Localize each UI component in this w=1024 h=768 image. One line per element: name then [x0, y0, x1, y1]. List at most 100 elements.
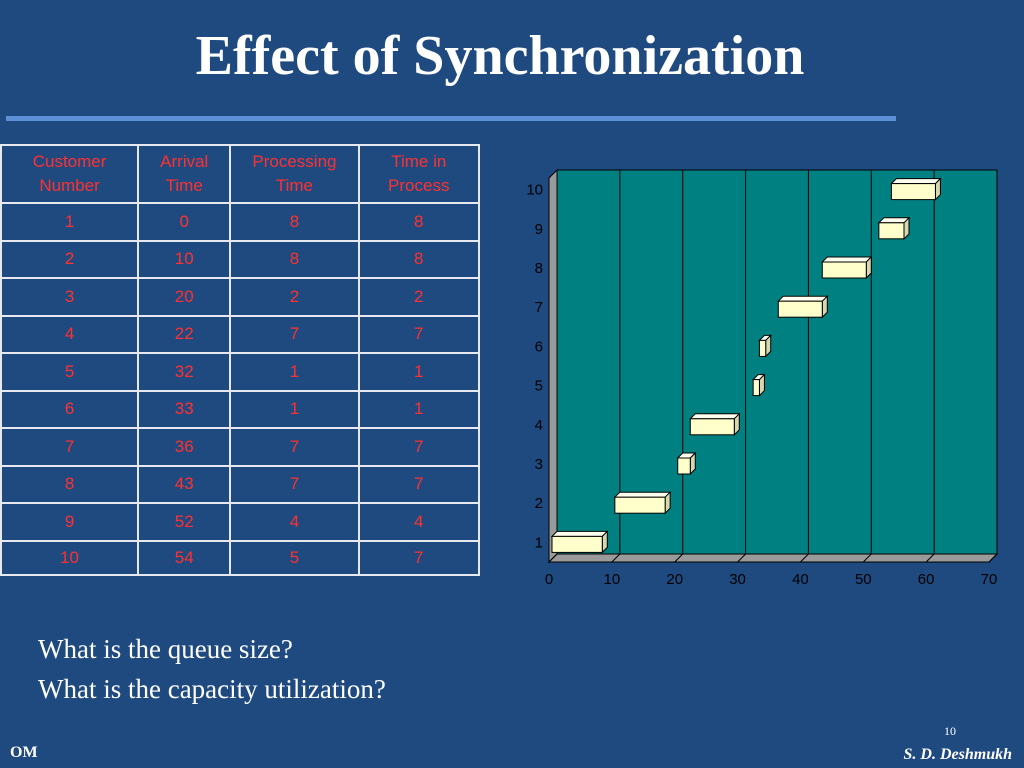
bar-top [821, 256, 873, 263]
table-cell: 5 [229, 539, 360, 576]
bar-top [777, 295, 829, 302]
table-row: 9 52 4 4 [0, 502, 481, 542]
table-header-row: Customer Number Arrival Time Processing … [0, 144, 481, 204]
table-cell: 1 [357, 389, 481, 429]
table-cell: 7 [357, 427, 481, 467]
y-tick-label: 7 [535, 299, 543, 316]
table-cell: 7 [229, 464, 360, 504]
y-tick-label: 10 [526, 182, 543, 199]
bar [878, 222, 905, 240]
bar [758, 339, 767, 357]
grid-line [862, 553, 872, 563]
table-cell: 6 [0, 389, 140, 429]
table-cell: 2 [357, 277, 481, 317]
bar [551, 535, 603, 553]
table-cell: 52 [137, 502, 232, 542]
x-tick-label: 30 [729, 571, 746, 588]
question-capacity-utilization: What is the capacity utilization? [38, 674, 386, 704]
bar [890, 183, 936, 201]
table-cell: 7 [229, 314, 360, 354]
bar-top [550, 530, 609, 537]
slide-title: Effect of Synchronization [195, 25, 805, 87]
table-row: 8 43 7 7 [0, 464, 481, 504]
footer-author: S. D. Deshmukh [903, 746, 1012, 763]
table-cell: 8 [357, 202, 481, 242]
table-cell: 43 [137, 464, 232, 504]
bar-top [689, 413, 741, 420]
table-cell: 8 [229, 239, 360, 279]
y-tick-label: 5 [535, 378, 543, 395]
table-row: 3 20 2 2 [0, 277, 481, 317]
grid-line [925, 553, 935, 563]
y-tick-label: 3 [535, 456, 543, 473]
x-tick-label: 20 [666, 571, 683, 588]
grid-line [737, 553, 746, 563]
bar [689, 418, 735, 436]
table-cell: 2 [0, 239, 140, 279]
table-row: 4 22 7 7 [0, 314, 481, 354]
table-row: 6 33 1 1 [0, 389, 481, 429]
grid-line [611, 553, 621, 563]
table-cell: 7 [357, 314, 481, 354]
footer-course: OM [10, 744, 38, 761]
table-cell: 7 [357, 464, 481, 504]
bar-top [890, 178, 942, 185]
table-cell: 22 [137, 314, 232, 354]
plot-side-wall [548, 168, 558, 564]
header-arrival-time: Arrival Time [137, 144, 232, 204]
table-cell: 1 [357, 352, 481, 392]
table-cell: 20 [137, 277, 232, 317]
arrival-table: Customer Number Arrival Time Processing … [0, 144, 481, 576]
x-tick-label: 60 [918, 571, 935, 588]
table-cell: 1 [229, 352, 360, 392]
table-cell: 4 [229, 502, 360, 542]
table-cell: 33 [137, 389, 232, 429]
header-customer-number: Customer Number [0, 144, 140, 204]
x-tick-label: 40 [792, 571, 809, 588]
table-cell: 4 [357, 502, 481, 542]
y-tick-label: 2 [535, 495, 543, 512]
table-cell: 10 [137, 239, 232, 279]
y-tick-label: 8 [535, 260, 543, 277]
table-row: 5 32 1 1 [0, 352, 481, 392]
table-cell: 7 [357, 539, 481, 576]
table-row: 10 54 5 7 [0, 539, 481, 576]
table-cell: 1 [229, 389, 360, 429]
table-cell: 7 [229, 427, 360, 467]
bar [614, 496, 666, 514]
table-cell: 8 [0, 464, 140, 504]
gantt-chart: 0 10 20 30 40 50 60 70 1 2 3 4 5 6 7 8 9 10 [526, 168, 999, 588]
plot-area [556, 169, 998, 555]
bar-top [613, 491, 672, 498]
table-cell: 3 [0, 277, 140, 317]
x-tick-label: 10 [604, 571, 621, 588]
header-time-in-process: Time in Process [357, 144, 481, 204]
y-tick-label: 9 [535, 221, 543, 238]
y-tick-label: 4 [535, 417, 543, 434]
title-divider [6, 116, 896, 121]
table-cell: 1 [0, 202, 140, 242]
slide-number: 10 [944, 724, 956, 738]
table-cell: 9 [0, 502, 140, 542]
bar [752, 379, 760, 397]
grid-line [988, 553, 998, 563]
table-cell: 4 [0, 314, 140, 354]
question-queue-size: What is the queue size? [38, 634, 293, 664]
table-cell: 54 [137, 539, 232, 576]
table-cell: 5 [0, 352, 140, 392]
table-cell: 2 [229, 277, 360, 317]
x-tick-label: 50 [855, 571, 872, 588]
table-cell: 8 [229, 202, 360, 242]
table-cell: 32 [137, 352, 232, 392]
grid-line [800, 553, 809, 563]
bar [777, 300, 823, 318]
y-tick-label: 1 [535, 534, 543, 551]
table-row: 7 36 7 7 [0, 427, 481, 467]
y-tick-label: 6 [535, 338, 543, 355]
table-cell: 8 [357, 239, 481, 279]
table-cell: 7 [0, 427, 140, 467]
table-cell: 10 [0, 539, 140, 576]
header-processing-time: Processing Time [229, 144, 360, 204]
grid-line [674, 553, 684, 563]
